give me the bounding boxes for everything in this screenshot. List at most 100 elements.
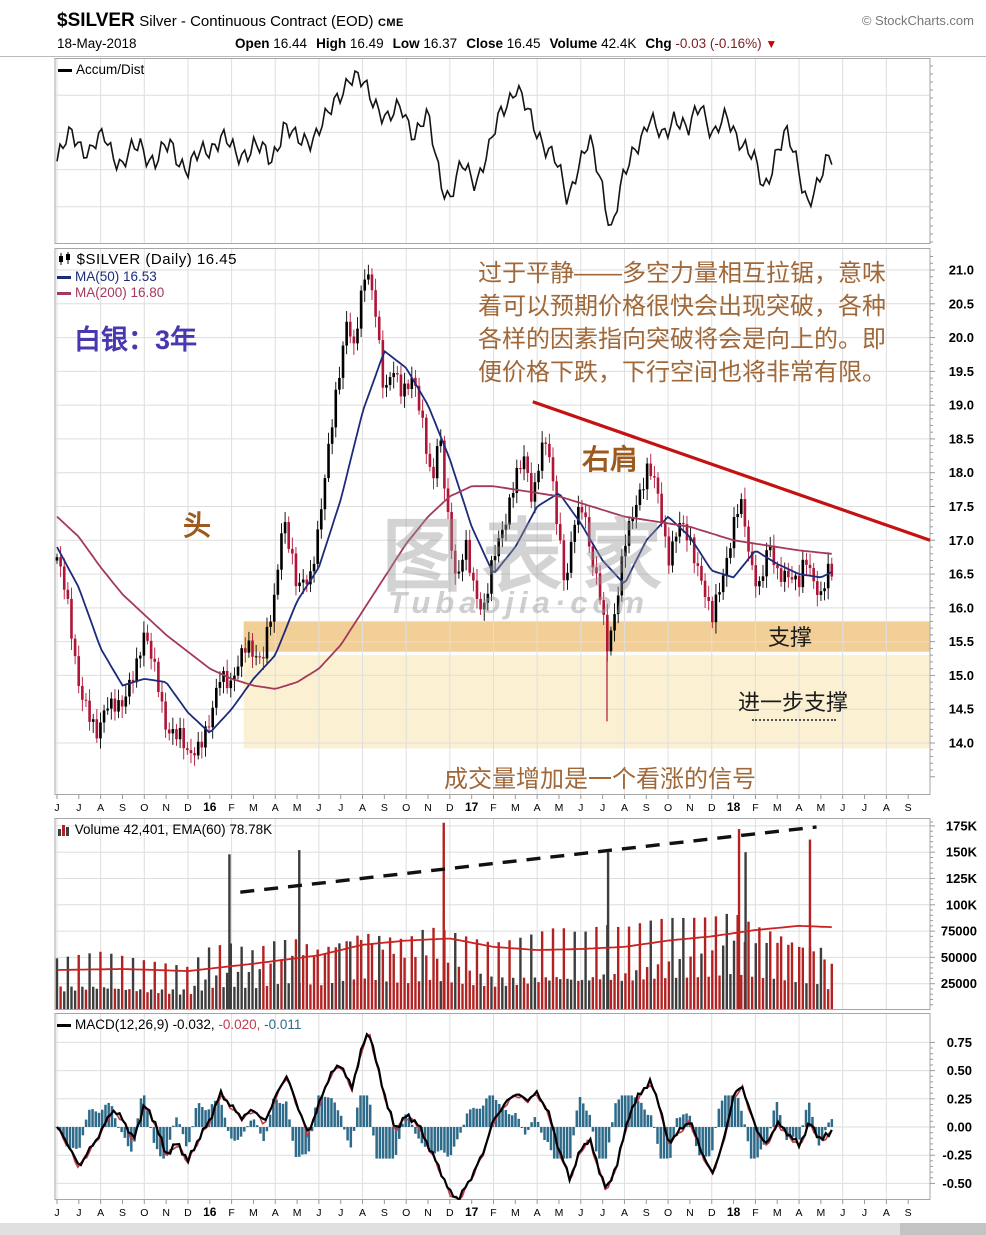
svg-text:J: J <box>578 802 583 814</box>
svg-text:S: S <box>905 1207 912 1219</box>
scrollbar-thumb[interactable] <box>900 1223 986 1235</box>
svg-text:20.5: 20.5 <box>949 296 974 311</box>
title-row: $SILVER Silver - Continuous Contract (EO… <box>57 10 404 32</box>
svg-text:17: 17 <box>465 800 479 814</box>
svg-text:16: 16 <box>203 800 217 814</box>
svg-text:J: J <box>316 1207 321 1219</box>
svg-text:N: N <box>686 1207 694 1219</box>
svg-text:J: J <box>338 1207 343 1219</box>
svg-text:19.5: 19.5 <box>949 364 974 379</box>
svg-text:D: D <box>708 802 716 814</box>
svg-text:A: A <box>359 802 366 814</box>
svg-text:20.0: 20.0 <box>949 330 974 345</box>
svg-text:A: A <box>534 802 541 814</box>
price-legend: $SILVER (Daily) 16.45 MA(50) 16.53 MA(20… <box>57 251 237 300</box>
svg-text:J: J <box>600 802 605 814</box>
svg-text:-0.50: -0.50 <box>942 1176 972 1191</box>
bottom-scrollbar[interactable] <box>0 1223 986 1235</box>
volume-legend: Volume 42,401, EMA(60) 78.78K <box>57 822 272 837</box>
svg-text:M: M <box>249 1207 258 1219</box>
svg-text:0.00: 0.00 <box>947 1120 972 1135</box>
svg-text:O: O <box>402 802 410 814</box>
svg-text:O: O <box>140 802 148 814</box>
svg-text:O: O <box>664 1207 672 1219</box>
annotation-right-shoulder: 右肩 <box>582 444 639 475</box>
svg-text:D: D <box>446 1207 454 1219</box>
macd-legend: MACD(12,26,9) -0.032, -0.020, -0.011 <box>57 1017 301 1032</box>
svg-text:25000: 25000 <box>941 976 977 991</box>
quote-low: Low 16.37 <box>392 36 458 51</box>
svg-text:16.5: 16.5 <box>949 567 974 582</box>
svg-text:M: M <box>555 802 564 814</box>
svg-text:M: M <box>773 1207 782 1219</box>
svg-text:A: A <box>883 1207 890 1219</box>
annotation-head: 头 <box>183 510 212 541</box>
macd-value-3: -0.011 <box>264 1017 302 1032</box>
ma50-line-swatch <box>57 275 71 279</box>
down-arrow-icon: ▼ <box>765 37 778 51</box>
svg-text:A: A <box>359 1207 366 1219</box>
svg-text:M: M <box>817 802 826 814</box>
svg-text:A: A <box>621 802 628 814</box>
svg-text:18.5: 18.5 <box>949 431 974 446</box>
svg-text:S: S <box>381 1207 388 1219</box>
svg-text:F: F <box>228 1207 234 1219</box>
svg-text:14.5: 14.5 <box>949 702 974 717</box>
xaxis-strip-bottom: J J A S O N D 16 F M A M J J A S O N D 17 F M A M J J A S O N D 18 F M A M J… <box>54 1200 912 1219</box>
exchange-label: CME <box>377 17 404 29</box>
svg-text:A: A <box>621 1207 628 1219</box>
svg-text:N: N <box>424 802 432 814</box>
svg-text:S: S <box>643 1207 650 1219</box>
svg-text:M: M <box>293 1207 302 1219</box>
price-legend-symbol-row: $SILVER (Daily) 16.45 <box>57 251 237 268</box>
svg-text:0.75: 0.75 <box>947 1035 972 1050</box>
svg-text:N: N <box>162 1207 170 1219</box>
svg-text:A: A <box>796 1207 803 1219</box>
svg-text:21.0: 21.0 <box>949 263 974 278</box>
svg-text:J: J <box>338 802 343 814</box>
svg-text:14.0: 14.0 <box>949 735 974 750</box>
svg-text:A: A <box>97 802 104 814</box>
accumdist-line-swatch <box>58 68 72 72</box>
svg-text:F: F <box>228 802 234 814</box>
accumdist-legend: Accum/Dist <box>58 62 144 77</box>
svg-text:J: J <box>578 1207 583 1219</box>
svg-text:A: A <box>796 802 803 814</box>
svg-text:M: M <box>293 802 302 814</box>
svg-text:N: N <box>162 802 170 814</box>
svg-text:M: M <box>817 1207 826 1219</box>
svg-text:175K: 175K <box>946 818 978 833</box>
watermark-cn: 图表家 <box>382 512 682 601</box>
macd-value-2: -0.020, <box>218 1017 261 1032</box>
copyright-label: © StockCharts.com <box>861 13 974 28</box>
svg-text:J: J <box>316 802 321 814</box>
ma50-legend-row: MA(50) 16.53 <box>57 269 237 284</box>
macd-chart: 0.75 0.50 0.25 0.00 -0.25 -0.50 <box>54 1013 972 1200</box>
svg-text:S: S <box>119 802 126 814</box>
candlestick-icon <box>59 252 70 265</box>
svg-text:S: S <box>905 802 912 814</box>
svg-text:19.0: 19.0 <box>949 398 974 413</box>
svg-text:18: 18 <box>727 800 741 814</box>
watermark-en: Tubaojia·com <box>388 585 649 620</box>
svg-text:J: J <box>840 802 845 814</box>
symbol-label: $SILVER <box>57 10 135 31</box>
svg-text:17.0: 17.0 <box>949 533 974 548</box>
price-chart: 21.0 20.5 20.0 19.5 19.0 18.5 18.0 17.5 17.0 16.5… <box>54 248 974 795</box>
svg-text:17.5: 17.5 <box>949 499 974 514</box>
quote-row: 18-May-2018 Open 16.44 High 16.49 Low 16… <box>57 36 786 51</box>
svg-text:16: 16 <box>203 1205 217 1219</box>
svg-text:F: F <box>490 1207 496 1219</box>
volume-chart: 175K 150K 125K 100K 75000 50000 25000 <box>54 818 978 1010</box>
svg-text:S: S <box>119 1207 126 1219</box>
svg-text:O: O <box>664 802 672 814</box>
annotation-further-support: 进一步支撑 <box>738 690 849 715</box>
svg-text:M: M <box>555 1207 564 1219</box>
svg-text:16.0: 16.0 <box>949 600 974 615</box>
svg-text:N: N <box>424 1207 432 1219</box>
svg-text:J: J <box>600 1207 605 1219</box>
svg-text:15.5: 15.5 <box>949 634 974 649</box>
svg-text:50000: 50000 <box>941 950 977 965</box>
svg-text:J: J <box>54 1207 59 1219</box>
svg-text:M: M <box>511 1207 520 1219</box>
